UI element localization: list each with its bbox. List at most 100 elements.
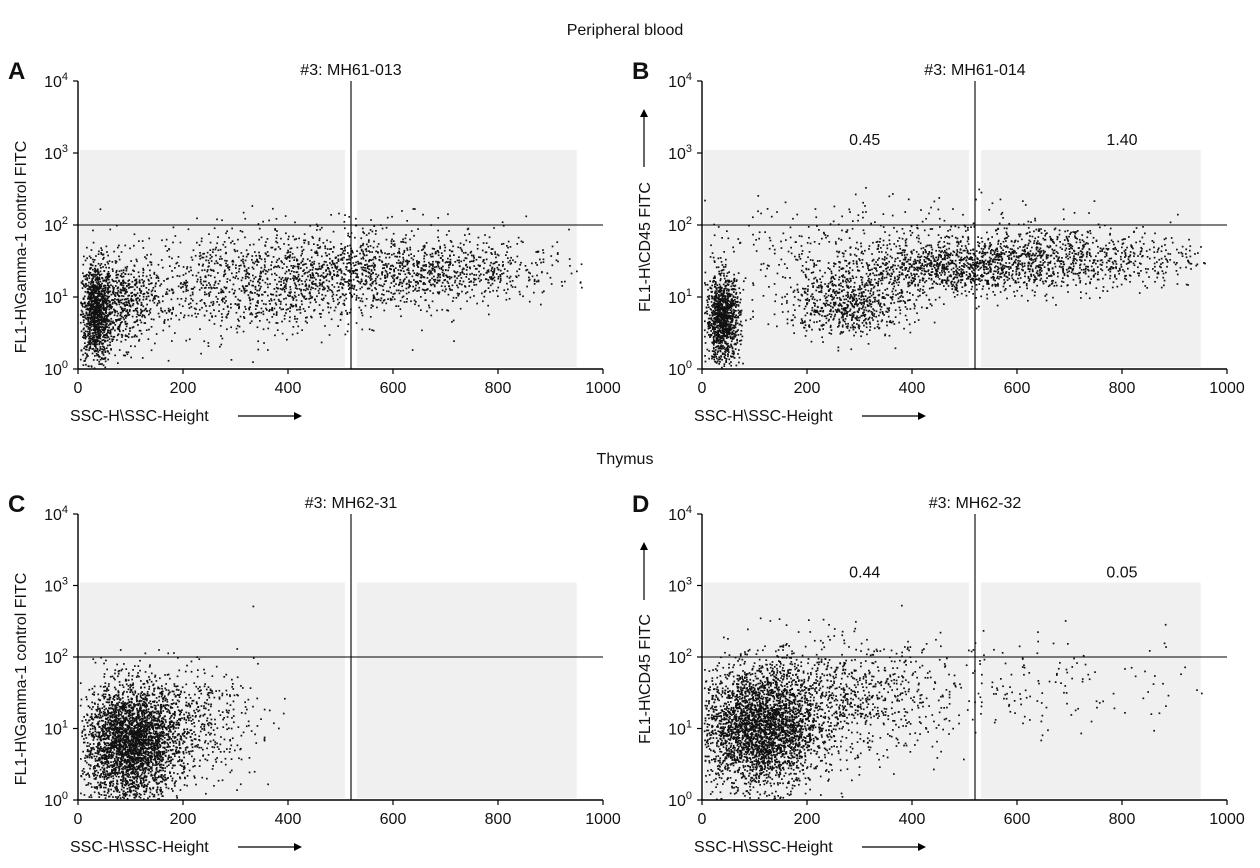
data-point	[97, 353, 100, 356]
data-point	[107, 314, 110, 317]
data-point	[103, 280, 105, 282]
data-point	[237, 318, 239, 321]
data-point	[720, 344, 723, 347]
data-point	[230, 303, 232, 305]
data-point	[117, 326, 120, 328]
data-point	[158, 301, 161, 304]
data-point	[485, 258, 488, 261]
data-point	[83, 347, 85, 350]
data-point	[310, 263, 312, 265]
data-point	[85, 274, 88, 276]
data-point	[82, 283, 84, 285]
data-point	[336, 290, 339, 292]
data-point	[390, 240, 393, 242]
data-point	[721, 358, 723, 361]
data-point	[98, 278, 101, 281]
data-point	[189, 302, 192, 305]
data-point	[109, 306, 112, 308]
data-point	[717, 300, 720, 303]
data-point	[256, 312, 259, 314]
data-point	[211, 255, 213, 258]
data-point	[414, 288, 416, 291]
data-point	[713, 338, 715, 341]
data-point	[362, 283, 365, 285]
data-point	[213, 227, 216, 230]
data-point	[737, 300, 739, 303]
data-point	[245, 255, 248, 258]
data-point	[99, 337, 102, 340]
data-point	[82, 319, 85, 321]
data-point	[290, 305, 293, 307]
data-point	[148, 279, 150, 282]
data-point	[268, 308, 271, 311]
data-point	[731, 320, 734, 322]
data-point	[184, 300, 187, 302]
data-point	[97, 305, 100, 308]
data-point	[444, 285, 446, 288]
data-point	[97, 323, 99, 326]
data-point	[274, 279, 276, 281]
data-point	[735, 316, 737, 319]
data-point	[85, 304, 88, 307]
data-point	[311, 283, 314, 285]
data-point	[91, 305, 94, 308]
data-point	[251, 255, 254, 257]
data-point	[393, 285, 396, 287]
data-point	[399, 308, 402, 310]
data-point	[95, 334, 98, 336]
data-point	[176, 275, 179, 277]
data-point	[106, 291, 108, 293]
data-point	[315, 301, 317, 303]
data-point	[315, 252, 318, 254]
data-point	[389, 299, 392, 301]
y-tick-label: 103	[44, 143, 68, 163]
data-point	[713, 276, 716, 278]
data-point	[708, 320, 711, 323]
data-point	[104, 301, 107, 304]
data-point	[460, 260, 463, 263]
data-point	[735, 314, 737, 317]
data-point	[327, 267, 329, 270]
data-point	[340, 283, 342, 285]
data-point	[715, 294, 717, 297]
data-point	[219, 248, 222, 251]
data-point	[535, 251, 538, 253]
data-point	[725, 349, 727, 352]
data-point	[106, 350, 109, 352]
data-point	[111, 322, 114, 324]
data-point	[112, 301, 114, 304]
data-point	[81, 304, 83, 306]
data-point	[403, 270, 405, 273]
data-point	[146, 254, 148, 256]
data-point	[295, 238, 298, 240]
data-point	[226, 328, 228, 331]
data-point	[372, 294, 375, 297]
data-point	[169, 265, 171, 267]
data-point	[80, 302, 82, 305]
data-point	[580, 263, 583, 266]
data-point	[106, 316, 108, 319]
data-point	[364, 283, 366, 286]
data-point	[490, 276, 493, 278]
data-point	[727, 290, 730, 292]
data-point	[370, 306, 373, 309]
data-point	[326, 264, 329, 267]
data-point	[120, 275, 122, 277]
data-point	[95, 295, 98, 298]
data-point	[719, 315, 721, 317]
data-point	[457, 294, 460, 297]
data-point	[138, 340, 140, 342]
data-point	[392, 240, 395, 242]
data-point	[428, 281, 431, 284]
data-point	[89, 298, 91, 300]
data-point	[133, 265, 136, 267]
data-point	[441, 271, 444, 274]
data-point	[124, 317, 127, 319]
data-point	[714, 305, 716, 308]
data-point	[227, 266, 229, 268]
data-point	[371, 230, 374, 233]
data-point	[431, 247, 434, 250]
data-point	[244, 305, 246, 308]
data-point	[178, 318, 181, 321]
data-point	[152, 287, 155, 289]
